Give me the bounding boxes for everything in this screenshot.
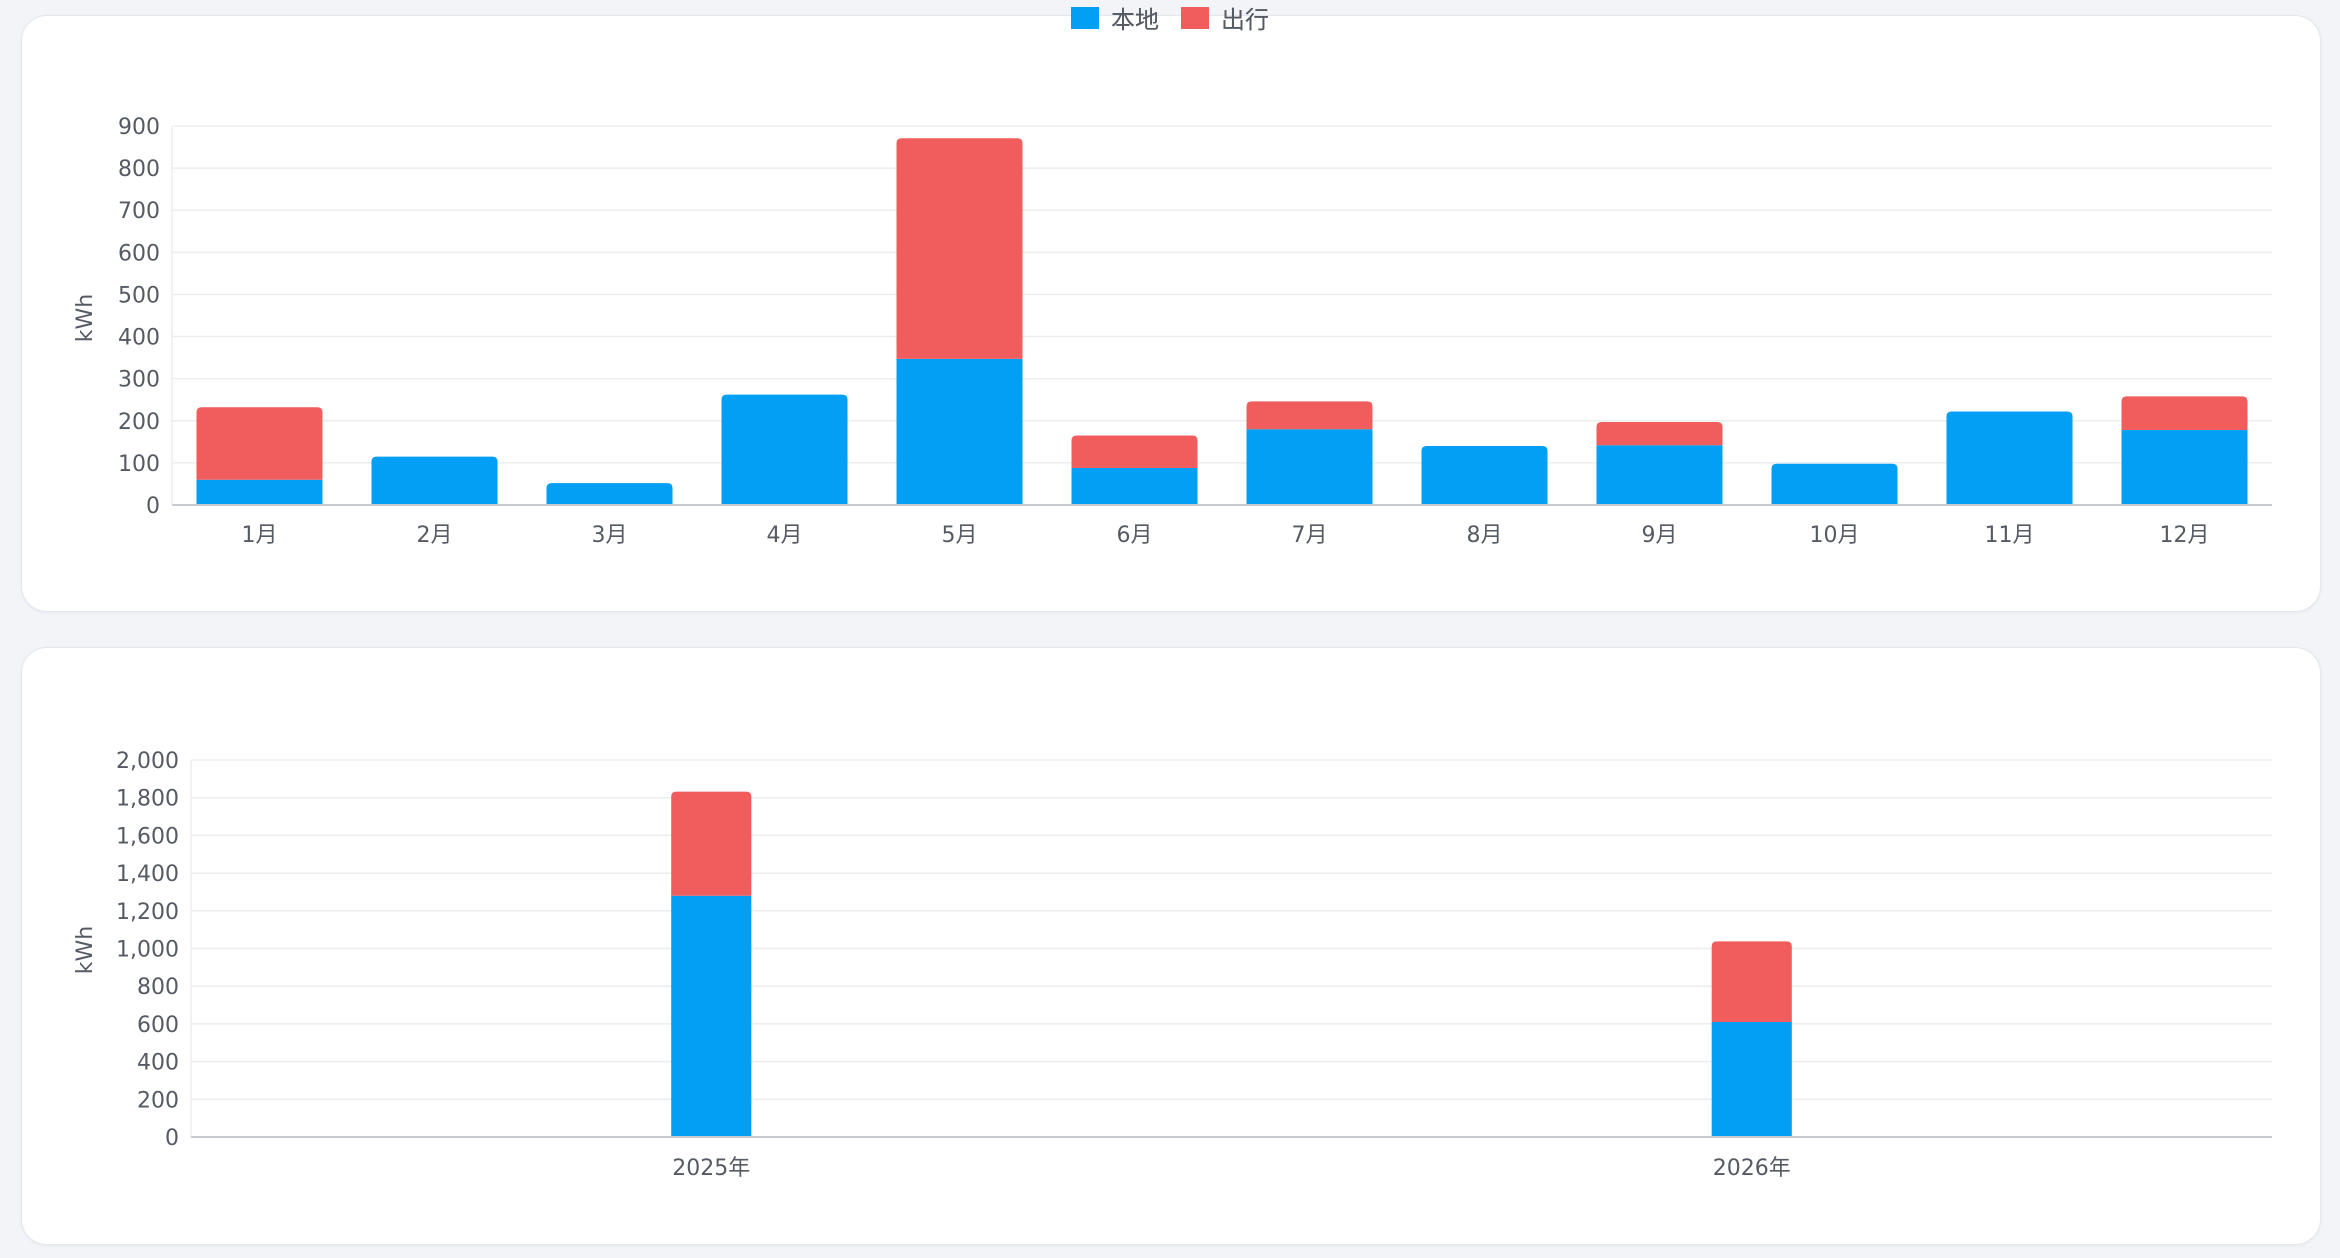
x-tick-label: 1月: [242, 523, 278, 548]
bar-outbound-12: [2121, 396, 2248, 431]
bar-outbound-1: [196, 407, 323, 480]
x-tick-label: 6月: [1117, 523, 1153, 548]
bar-local-6: [1071, 467, 1198, 505]
bar-outbound-7: [1246, 401, 1373, 430]
x-tick-label: 10月: [1810, 523, 1860, 548]
bar-local-9: [1596, 445, 1723, 505]
legend-item-outbound[interactable]: 出行: [1181, 0, 1269, 35]
bar-local-2: [371, 456, 498, 505]
bar-outbound-9: [1596, 422, 1723, 446]
bar-local-2: [1711, 1022, 1792, 1137]
x-tick-label: 2026年: [1713, 1156, 1791, 1181]
legend-label-local: 本地: [1111, 6, 1159, 34]
bar-outbound-6: [1071, 435, 1198, 468]
bar-local-11: [1946, 411, 2073, 505]
bar-local-12: [2121, 430, 2248, 505]
y-tick-label: 800: [118, 157, 160, 182]
bar-local-1: [671, 895, 752, 1137]
y-tick-label: 100: [118, 452, 160, 477]
bar-local-1: [196, 479, 323, 505]
y-tick-label: 900: [118, 115, 160, 140]
y-tick-label: 200: [118, 410, 160, 435]
y-tick-label: 500: [118, 283, 160, 308]
legend-swatch-outbound: [1181, 6, 1209, 29]
x-tick-label: 3月: [592, 523, 628, 548]
monthly-chart-card: [21, 15, 2321, 612]
x-tick-label: 5月: [942, 523, 978, 548]
yearly-chart-card: [21, 647, 2321, 1245]
bar-local-5: [896, 358, 1023, 505]
x-tick-label: 7月: [1292, 523, 1328, 548]
x-tick-label: 4月: [767, 523, 803, 548]
x-tick-label: 8月: [1467, 523, 1503, 548]
x-tick-label: 2月: [417, 523, 453, 548]
legend-item-local[interactable]: 本地: [1071, 0, 1159, 35]
y-tick-label: 0: [165, 1126, 179, 1151]
bar-local-7: [1246, 429, 1373, 505]
y-tick-label: 1,600: [116, 824, 179, 849]
y-tick-label: 400: [137, 1051, 179, 1076]
legend-label-outbound: 出行: [1221, 6, 1269, 34]
y-tick-label: 700: [118, 199, 160, 224]
bar-outbound-1: [671, 791, 752, 896]
bar-local-3: [546, 483, 673, 505]
y-tick-label: 1,000: [116, 938, 179, 963]
bar-local-10: [1771, 463, 1898, 505]
y-tick-label: 800: [137, 975, 179, 1000]
x-tick-label: 11月: [1985, 523, 2035, 548]
yearly-chart-legend: 本地 出行: [0, 0, 2340, 35]
y-tick-label: 300: [118, 368, 160, 393]
y-tick-label: 1,800: [116, 787, 179, 812]
y-tick-label: 600: [118, 241, 160, 266]
y-axis-title: kWh: [73, 294, 98, 342]
x-tick-label: 9月: [1642, 523, 1678, 548]
legend-label-outbound: 出行: [1221, 6, 1269, 34]
y-axis-title: kWh: [73, 926, 98, 974]
x-tick-label: 12月: [2160, 523, 2210, 548]
bar-local-8: [1421, 446, 1548, 505]
y-tick-label: 200: [137, 1088, 179, 1113]
y-tick-label: 1,200: [116, 900, 179, 925]
bar-outbound-5: [896, 138, 1023, 359]
x-tick-label: 2025年: [672, 1156, 750, 1181]
bar-outbound-2: [1711, 941, 1792, 1023]
y-tick-label: 0: [146, 494, 160, 519]
bar-local-4: [721, 394, 848, 505]
y-tick-label: 2,000: [116, 749, 179, 774]
y-tick-label: 1,400: [116, 862, 179, 887]
legend-label-local: 本地: [1111, 6, 1159, 34]
y-tick-label: 600: [137, 1013, 179, 1038]
legend-swatch-local: [1071, 6, 1099, 29]
y-tick-label: 400: [118, 326, 160, 351]
